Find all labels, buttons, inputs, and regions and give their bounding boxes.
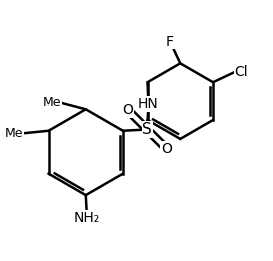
Text: Me: Me [43, 96, 61, 109]
Text: F: F [166, 35, 174, 49]
Text: Cl: Cl [235, 65, 248, 79]
Text: O: O [161, 142, 172, 156]
Text: NH₂: NH₂ [74, 211, 100, 225]
Text: Me: Me [5, 127, 23, 140]
Text: HN: HN [138, 97, 159, 111]
Text: O: O [123, 103, 133, 117]
Text: S: S [142, 122, 152, 137]
